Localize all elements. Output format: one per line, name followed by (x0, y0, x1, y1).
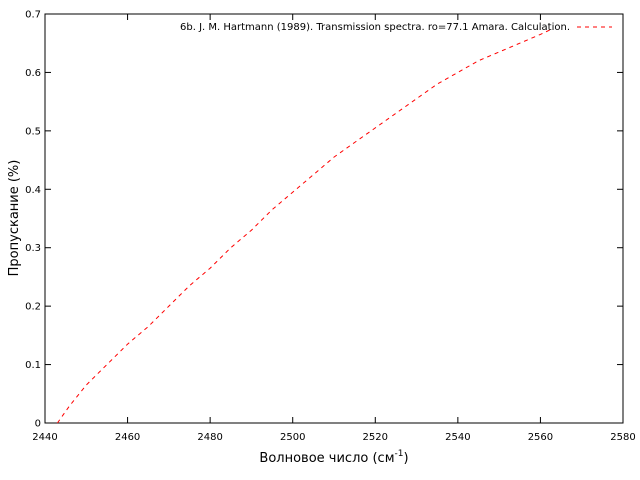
plot-frame (44, 13, 624, 424)
y-tick-label: 0.2 (25, 302, 41, 313)
x-axis-label: Волновое число (см-1) (259, 449, 408, 466)
y-tick-label: 0.5 (25, 126, 41, 137)
y-tick-label: 0.4 (25, 185, 41, 196)
series-line (56, 28, 554, 424)
y-tick-label: 0.6 (25, 68, 41, 79)
y-tick-label: 0.1 (25, 360, 41, 371)
x-tick-label: 2580 (610, 432, 635, 443)
y-axis-ticks: 0 0.1 0.2 0.3 0.4 0.5 0.6 0.7 (25, 10, 623, 430)
y-axis-label: Пропускание (%) (7, 160, 22, 277)
x-tick-label: 2480 (197, 432, 222, 443)
x-tick-label: 2460 (115, 432, 140, 443)
x-tick-label: 2540 (445, 432, 470, 443)
y-tick-label: 0 (35, 419, 41, 430)
y-tick-label: 0.7 (25, 10, 41, 21)
y-tick-label: 0.3 (25, 243, 41, 254)
x-tick-label: 2440 (32, 432, 57, 443)
legend-label: 6b. J. M. Hartmann (1989). Transmission … (180, 22, 570, 33)
x-tick-label: 2560 (528, 432, 553, 443)
x-axis-ticks: 2440 2460 2480 2500 2520 2540 2560 2580 (32, 14, 636, 443)
x-tick-label: 2500 (280, 432, 305, 443)
x-tick-label: 2520 (363, 432, 388, 443)
